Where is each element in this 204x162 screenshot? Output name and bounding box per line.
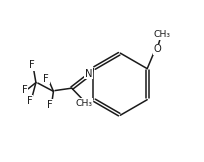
Text: CH₃: CH₃ <box>75 99 92 108</box>
Text: F: F <box>43 74 49 84</box>
Text: F: F <box>27 96 32 106</box>
Text: O: O <box>153 44 161 54</box>
Text: CH₃: CH₃ <box>153 30 170 39</box>
Text: F: F <box>47 100 53 110</box>
Text: F: F <box>29 60 35 70</box>
Text: F: F <box>22 85 28 95</box>
Text: N: N <box>85 69 92 79</box>
